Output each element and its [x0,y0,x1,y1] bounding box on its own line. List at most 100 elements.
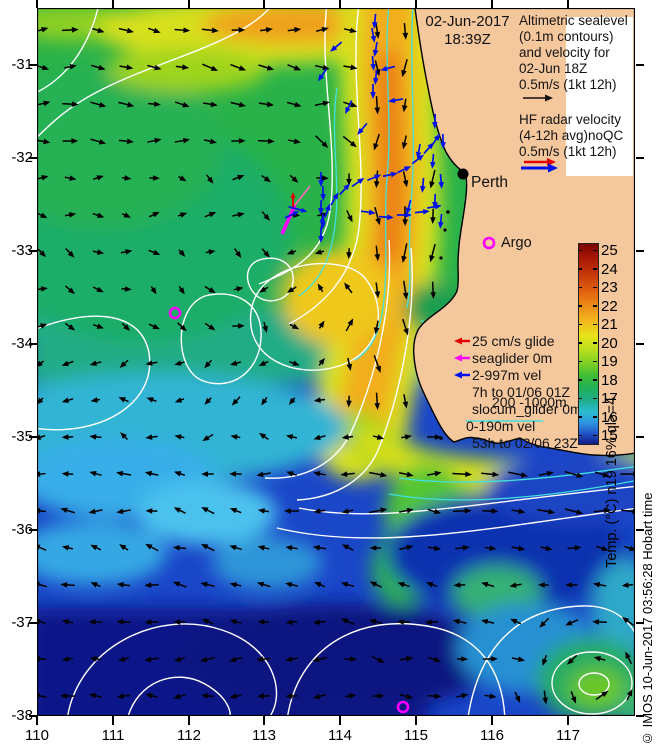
y-axis-label: -31 [11,56,33,73]
y-axis-tick-right [636,157,644,159]
glider-note-line: slocum_glider 0m [472,401,582,417]
colorbar-tick-label: 17 [601,390,618,407]
colorbar-tick-label: 21 [601,316,618,333]
hf-note-line: 0.5m/s (1kt 12h) [519,144,617,159]
x-axis-tick [567,716,569,725]
colorbar-tick [578,323,582,325]
perth-label: Perth [471,174,509,191]
y-axis-label: -35 [11,428,33,445]
colorbar-tick [578,397,582,399]
glider-note-line: 2-997m vel [472,367,542,383]
y-axis-label: -34 [11,335,33,352]
colorbar-tick [578,268,582,270]
x-axis-tick-top [415,0,417,8]
colorbar-tick [593,360,597,362]
x-axis-tick [263,716,265,725]
y-axis-label: -32 [11,149,33,166]
colorbar-tick [593,416,597,418]
x-axis-tick-top [263,0,265,8]
platform-markers [168,168,543,714]
temperature-colorbar [578,243,599,445]
argo-label: Argo [501,235,532,251]
glider-note-line: 25 cm/s glide [472,333,555,349]
colorbar-tick [593,323,597,325]
colorbar-tick-label: 15 [601,427,618,444]
colorbar-tick-label: 22 [601,297,618,315]
hf-radar-velocity-arrows [317,13,446,243]
x-axis-tick [415,716,417,725]
y-axis-label: -33 [11,242,33,259]
x-axis-label: 115 [404,727,428,744]
hf-note-line: (4-12h avg)noQC [519,128,624,143]
x-axis-tick [491,716,493,725]
map-border [36,7,636,717]
colorbar-tick [593,379,597,381]
colorbar-tick [578,379,582,381]
y-axis-tick [29,622,37,624]
x-axis-tick-top [188,0,190,8]
y-axis-tick [29,250,37,252]
y-axis-tick-right [636,622,644,624]
y-axis-label: -38 [11,707,33,724]
y-axis-tick-right [636,250,644,252]
altimetry-note-line: (0.1m contours) [519,29,614,44]
x-axis-label: 111 [101,727,125,744]
y-axis-tick [29,715,37,717]
colorbar-tick [593,434,597,436]
map-time: 18:39Z [444,31,491,48]
y-axis-label: -36 [11,521,33,538]
altimetry-note-line: 02-Jun 18Z [519,61,588,76]
y-axis-tick-right [636,343,644,345]
altimetry-note-line: Altimetric sealevel [519,13,628,28]
x-axis-label: 117 [556,727,580,744]
colorbar-tick-label: 18 [601,371,618,389]
colorbar-tick [593,286,597,288]
glider-note-line: 53h to 02/06 23Z [472,435,578,451]
altimetry-note-line: 0.5m/s (1kt 12h) [519,77,617,92]
x-axis-label: 112 [177,727,201,744]
y-axis-tick-right [636,715,644,717]
x-axis-tick [36,716,38,725]
colorbar-tick-label: 20 [601,334,618,352]
colorbar-tick [593,397,597,399]
x-axis-tick [112,716,114,725]
x-axis-tick-top [567,0,569,8]
legend-background-box [566,17,633,176]
colorbar-tick-label: 19 [601,353,618,370]
glider-note-line: 0-190m vel [466,418,536,434]
colorbar-tick [578,305,582,307]
colorbar-tick [578,416,582,418]
map-date: 02-Jun-2017 [425,13,510,30]
sealevel-contours [37,8,635,716]
y-axis-tick [29,529,37,531]
y-axis-label: -37 [11,614,33,631]
y-axis-tick [29,64,37,66]
colorbar-tick [578,434,582,436]
x-axis-tick [339,716,341,725]
colorbar-tick [593,305,597,307]
colorbar-tick [578,342,582,344]
x-axis-tick [188,716,190,725]
x-axis-tick-top [491,0,493,8]
colorbar-tick-label: 25 [601,242,618,259]
x-axis-label: 113 [252,727,276,744]
x-axis-label: 110 [25,727,49,744]
hf-note-line: HF radar velocity [519,112,622,127]
x-axis-label: 114 [328,727,352,744]
y-axis-tick [29,343,37,345]
colorbar-tick-label: 23 [601,279,618,296]
colorbar-tick [578,249,582,251]
y-axis-tick-right [636,436,644,438]
y-axis-tick-right [636,529,644,531]
x-axis-tick-top [112,0,114,8]
glider-note-line: seaglider 0m [472,350,553,366]
colorbar-tick [593,342,597,344]
x-axis-tick-top [36,0,38,8]
colorbar-tick [578,286,582,288]
x-axis-tick-top [339,0,341,8]
glider-note-line: 7h to 01/06 01Z [472,384,571,400]
colorbar-tick [593,249,597,251]
altimetry-note-line: and velocity for [519,45,610,60]
y-axis-tick [29,157,37,159]
